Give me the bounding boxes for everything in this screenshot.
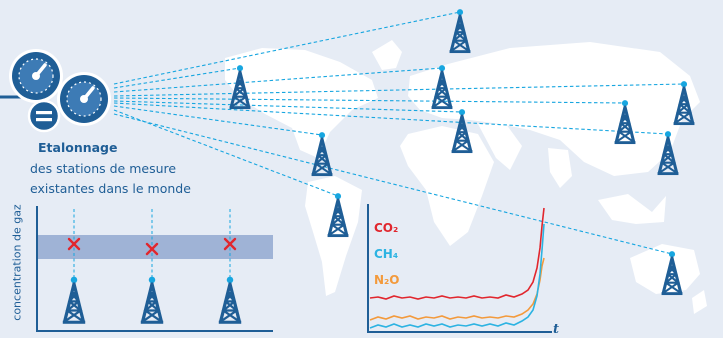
subtitle-line-1: des stations de mesure [30, 161, 177, 176]
antenna-tower-icon [61, 276, 87, 326]
co2-label: CO₂ [374, 221, 399, 235]
ch4-series [369, 223, 545, 329]
ch4-label: CH₄ [374, 247, 399, 261]
diagram-title: Etalonnage [38, 140, 118, 155]
n2o-series [369, 257, 545, 321]
n2o-label: N₂O [374, 273, 400, 287]
gas-concentration-chart [367, 204, 552, 333]
gauge-icon [57, 72, 111, 126]
antenna-tower-icon [217, 276, 243, 326]
subtitle-line-2: existantes dans le monde [30, 181, 191, 196]
calibration-chart [36, 206, 273, 332]
gauge-cluster [0, 49, 111, 133]
antenna-tower-icon [448, 9, 472, 55]
equals-icon [27, 99, 61, 133]
cross-mark-icon [223, 237, 237, 251]
time-axis-label: t [553, 322, 560, 337]
gauge-icon [9, 49, 63, 103]
cross-mark-icon [67, 237, 81, 251]
cross-mark-icon [145, 242, 159, 256]
world-map [225, 40, 707, 314]
y-axis-label: concentration de gaz [10, 204, 24, 321]
co2-series [369, 207, 545, 300]
connection-lines [113, 11, 685, 255]
antenna-tower-icon [139, 276, 165, 326]
